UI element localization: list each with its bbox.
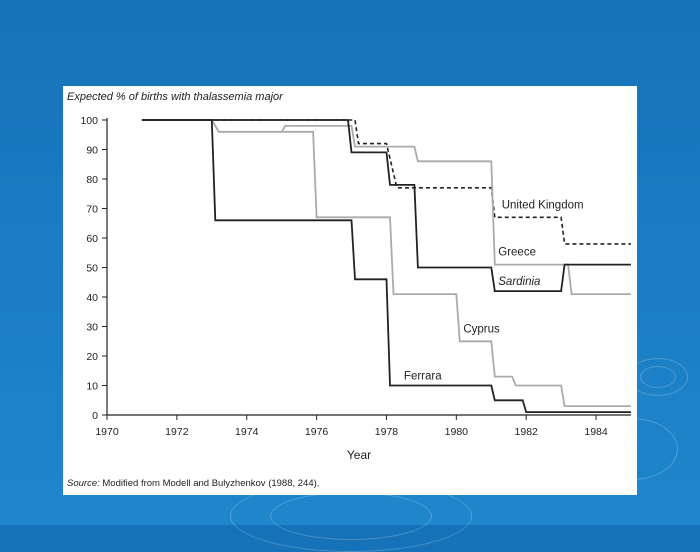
x-tick-label: 1974: [235, 426, 259, 438]
y-tick-label: 30: [86, 322, 98, 334]
ripple-decoration: [628, 358, 688, 396]
series-line-cyprus: [281, 130, 631, 408]
y-tick-label: 0: [92, 410, 98, 422]
y-tick-label: 90: [86, 145, 98, 157]
chart-labels-layer: United Kingdom Greece Sardinia Cyprus Ferrar…: [404, 200, 584, 383]
source-note: Source: Modified from Modell and Bulyzhe…: [67, 478, 319, 489]
x-tick-label: 1970: [95, 426, 119, 438]
chart: Expected % of births with thalassemia ma…: [67, 91, 631, 489]
chart-title: Expected % of births with thalassemia ma…: [67, 91, 284, 103]
series-line-ferrara: [141, 119, 631, 414]
y-tick-label: 50: [86, 263, 98, 275]
series-label-united-kingdom: United Kingdom: [502, 200, 584, 212]
series-label-greece: Greece: [498, 247, 536, 259]
series-line-sardinia: [141, 119, 631, 293]
chart-series-layer: [141, 119, 631, 414]
y-tick-label: 40: [86, 292, 98, 304]
series-label-sardinia: Sardinia: [498, 276, 540, 288]
ripple-decoration: [270, 492, 432, 540]
y-tick-label: 80: [86, 174, 98, 186]
y-tick-label: 60: [86, 233, 98, 245]
x-tick-label: 1972: [165, 426, 189, 438]
y-tick-label: 20: [86, 351, 98, 363]
series-label-ferrara: Ferrara: [404, 371, 442, 383]
x-tick-label: 1980: [445, 426, 469, 438]
x-tick-label: 1978: [375, 426, 399, 438]
x-tick-label: 1976: [305, 426, 329, 438]
y-tick-label: 70: [86, 204, 98, 216]
y-tick-label: 100: [80, 115, 98, 127]
series-line-united-kingdom: [187, 119, 631, 245]
source-text: Modified from Modell and Bulyzhenkov (19…: [102, 478, 319, 489]
y-tick-label: 10: [86, 381, 98, 393]
chart-axes: 0 10 20 30 40 50 60 70 80 90 100 1970 1972 1974 1976 19…: [80, 115, 631, 438]
series-label-cyprus: Cyprus: [463, 323, 500, 335]
x-axis-label: Year: [347, 448, 371, 462]
x-tick-label: 1982: [515, 426, 539, 438]
chart-panel: Expected % of births with thalassemia ma…: [63, 86, 637, 495]
source-lead: Source:: [67, 478, 100, 489]
x-tick-label: 1984: [584, 426, 608, 438]
